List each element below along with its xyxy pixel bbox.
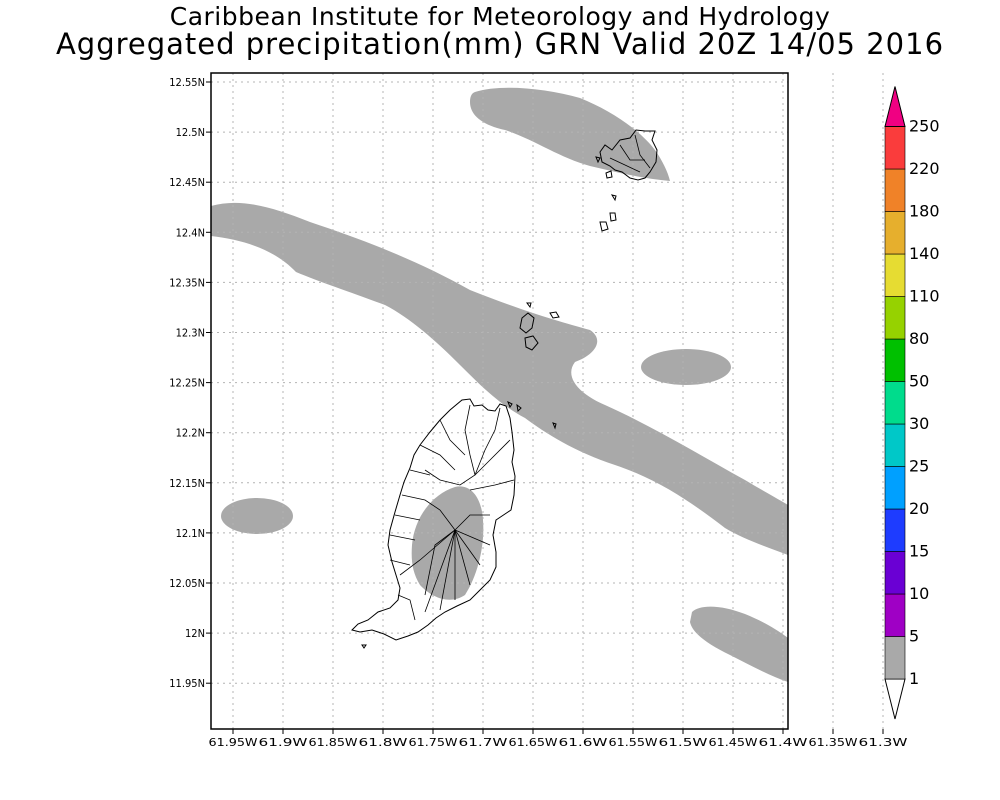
islet-2 [605, 170, 613, 179]
precip-blob-southeast [690, 606, 788, 682]
islet-11 [516, 403, 522, 413]
colorbar-label: 1 [909, 669, 919, 688]
colorbar-label: 25 [909, 457, 929, 476]
longitude-axis: 61.95W 61.9W 61.85W 61.8W 61.75W 61.7W 61.65W 6… [209, 729, 908, 749]
islet-4 [609, 212, 617, 222]
islet-5 [599, 221, 609, 232]
lat-tick-label: 12.5N [176, 126, 205, 139]
colorbar-label: 15 [909, 542, 929, 561]
lon-tick-label: 61.4W [759, 736, 808, 749]
lon-tick-label: 61.6W [559, 736, 608, 749]
coastlines [351, 129, 658, 649]
lon-tick-label: 61.45W [709, 736, 758, 749]
islet-3 [610, 194, 617, 202]
islet-7 [519, 312, 535, 334]
colorbar-label: 140 [909, 244, 940, 263]
precipitation-areas [211, 87, 788, 682]
colorbar-segment [884, 253, 906, 297]
grenada-parish-lines [389, 404, 515, 621]
precip-blob-north [470, 87, 670, 181]
colorbar-top-triangle [884, 86, 906, 127]
colorbar-label: 20 [909, 499, 929, 518]
lat-tick-label: 12.05N [169, 577, 205, 590]
precip-band-main [211, 202, 788, 555]
colorbar-label: 220 [909, 159, 940, 178]
islet-9 [549, 311, 560, 319]
lon-tick-label: 61.5W [659, 736, 708, 749]
islet-12 [552, 422, 557, 430]
map-gridlines [211, 73, 884, 729]
colorbar-segment [884, 168, 906, 212]
lat-tick-label: 12.2N [176, 427, 205, 440]
map-frame [210, 72, 789, 730]
islet-8 [524, 335, 539, 351]
colorbar-segment [884, 551, 906, 595]
islet-6 [526, 302, 532, 309]
latitude-axis: 12.55N 12.5N 12.45N 12.4N 12.35N 12.3N 12.25N 1… [169, 76, 211, 690]
colorbar-segment [884, 423, 906, 467]
colorbar-segment [884, 636, 906, 680]
colorbar-segment [884, 211, 906, 255]
colorbar-segment [884, 338, 906, 382]
lat-tick-label: 12.55N [169, 76, 205, 89]
lon-tick-label: 61.85W [309, 736, 358, 749]
lat-tick-label: 12.1N [176, 527, 205, 540]
lat-tick-label: 12.25N [169, 377, 205, 390]
islet-13 [361, 644, 367, 649]
precip-blob-west [221, 498, 293, 534]
colorbar-label: 10 [909, 584, 929, 603]
colorbar-label: 5 [909, 627, 919, 646]
chart-subtitle: Aggregated precipitation(mm) GRN Valid 2… [55, 27, 945, 61]
grenada-island-outline [351, 398, 516, 641]
colorbar-label: 50 [909, 372, 929, 391]
colorbar-label: 80 [909, 329, 929, 348]
lat-tick-label: 12.3N [176, 327, 205, 340]
colorbar-segment [884, 593, 906, 637]
carriacou-lines [609, 134, 651, 173]
lat-tick-label: 12.15N [169, 477, 205, 490]
colorbar-bottom-triangle [884, 678, 906, 720]
lat-tick-label: 12.45N [169, 176, 205, 189]
lon-tick-label: 61.65W [509, 736, 558, 749]
carriacou-island-outline [599, 129, 658, 181]
lat-tick-label: 12N [185, 627, 205, 640]
lon-tick-label: 61.95W [209, 736, 258, 749]
colorbar-segment [884, 296, 906, 340]
colorbar-label: 30 [909, 414, 929, 433]
lon-tick-label: 61.35W [809, 736, 858, 749]
colorbar-label: 110 [909, 287, 940, 306]
islet-1 [595, 156, 601, 164]
chart-title: Caribbean Institute for Meteorology and … [169, 2, 831, 31]
lat-tick-label: 12.35N [169, 276, 205, 289]
colorbar-segment [884, 508, 906, 552]
lon-tick-label: 61.8W [359, 736, 408, 749]
colorbar-label: 180 [909, 202, 940, 221]
precip-blob-east [641, 349, 731, 385]
colorbar-label: 250 [909, 117, 940, 136]
lon-tick-label: 61.55W [609, 736, 658, 749]
colorbar-segment [884, 466, 906, 510]
islet-10 [507, 400, 513, 409]
colorbar-segment [884, 126, 906, 170]
lon-tick-label: 61.75W [409, 736, 458, 749]
lon-tick-label: 61.7W [459, 736, 508, 749]
colorbar-segment [884, 381, 906, 425]
lat-tick-label: 12.4N [176, 226, 205, 239]
lon-tick-label: 61.3W [859, 736, 908, 749]
lon-tick-label: 61.9W [259, 736, 308, 749]
lat-tick-label: 11.95N [169, 677, 205, 690]
